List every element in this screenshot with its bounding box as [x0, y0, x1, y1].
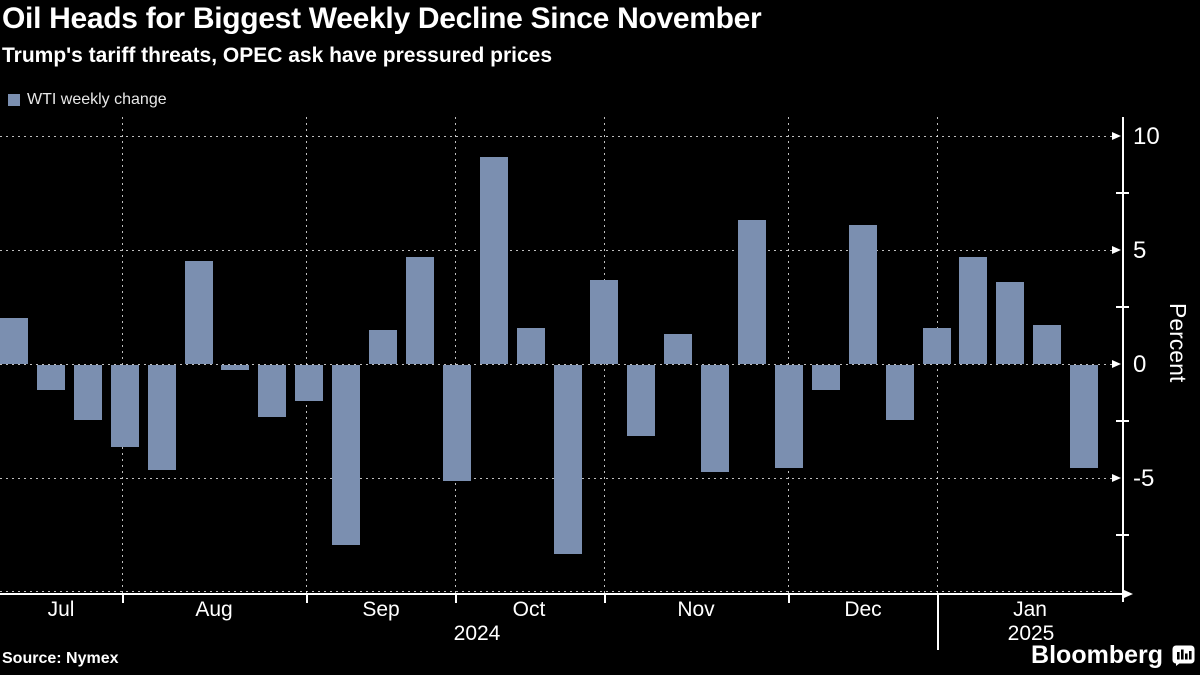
legend-label: WTI weekly change [27, 91, 167, 108]
month-label: Jan [1013, 598, 1047, 621]
month-gridline [455, 117, 456, 594]
gridline-arrow-icon [1112, 246, 1121, 254]
wti-weekly-change-bar [74, 365, 102, 420]
y-tick-label: 5 [1133, 237, 1147, 264]
y-tick-label: 10 [1133, 123, 1160, 150]
year-label: 2025 [1007, 622, 1055, 645]
wti-weekly-change-bar [148, 365, 176, 470]
wti-weekly-change-bar [295, 365, 323, 401]
month-tick [306, 595, 308, 603]
x-axis-line [0, 593, 1124, 595]
gridline-arrow-icon [1112, 360, 1121, 368]
y-gridline-bottom [0, 591, 1112, 592]
y-tick-label: 0 [1133, 351, 1147, 378]
wti-weekly-change-bar [886, 365, 914, 420]
wti-weekly-change-bar [517, 328, 545, 364]
wti-weekly-change-bar [812, 365, 840, 390]
chart-subtitle: Trump's tariff threats, OPEC ask have pr… [2, 44, 553, 67]
legend-swatch-icon [8, 94, 20, 106]
wti-weekly-change-bar [959, 257, 987, 364]
wti-weekly-change-bar [369, 330, 397, 364]
wti-weekly-change-bar [37, 365, 65, 390]
wti-weekly-change-bar [185, 261, 213, 364]
wti-weekly-change-bar [1070, 365, 1098, 468]
month-tick [788, 595, 790, 603]
wti-weekly-change-bar [1033, 325, 1061, 364]
bloomberg-logo: Bloomberg [1031, 641, 1195, 670]
month-label: Jul [47, 598, 75, 621]
wti-weekly-change-bar [258, 365, 286, 417]
y-axis-line [1122, 117, 1124, 602]
wti-weekly-change-bar [701, 365, 729, 472]
bloomberg-terminal-icon [1172, 645, 1195, 666]
month-label: Nov [677, 598, 715, 621]
month-label: Sep [362, 598, 400, 621]
wti-weekly-change-bar [996, 282, 1024, 364]
wti-weekly-change-bar [443, 365, 471, 481]
y-axis-title: Percent [1165, 303, 1191, 383]
gridline-arrow-icon [1112, 132, 1121, 140]
wti-weekly-change-bar [0, 318, 28, 364]
wti-weekly-change-bar [664, 334, 692, 364]
gridline-arrow-icon [1112, 474, 1121, 482]
wti-weekly-change-bar [332, 365, 360, 545]
month-gridline [122, 117, 123, 594]
month-tick [122, 595, 124, 603]
month-label: Oct [512, 598, 546, 621]
year-divider-line [937, 594, 939, 650]
bloomberg-wordmark: Bloomberg [1031, 641, 1163, 669]
wti-weekly-change-bar [406, 257, 434, 364]
wti-weekly-change-bar [221, 365, 249, 370]
wti-weekly-change-bar [627, 365, 655, 436]
y-gridline [0, 136, 1112, 137]
month-label: Aug [195, 598, 233, 621]
y-gridline [0, 364, 1112, 365]
month-label: Dec [844, 598, 882, 621]
month-gridline [306, 117, 307, 594]
wti-weekly-change-bar [554, 365, 582, 554]
y-tick-label: -5 [1133, 465, 1155, 492]
wti-weekly-change-bar [111, 365, 139, 447]
month-gridline [788, 117, 789, 594]
month-tick [455, 595, 457, 603]
wti-weekly-change-bar [480, 157, 508, 364]
wti-weekly-change-bar [590, 280, 618, 364]
chart-title: Oil Heads for Biggest Weekly Decline Sin… [2, 2, 762, 35]
year-label: 2024 [453, 622, 501, 645]
wti-weekly-change-bar [775, 365, 803, 468]
source-text: Source: Nymex [2, 650, 119, 667]
x-axis-arrow-icon [1124, 590, 1133, 598]
month-tick [604, 595, 606, 603]
wti-weekly-change-bar [738, 220, 766, 364]
legend: WTI weekly change [8, 91, 167, 109]
wti-weekly-change-bar [923, 328, 951, 364]
y-gridline [0, 250, 1112, 251]
wti-weekly-change-bar [849, 225, 877, 364]
